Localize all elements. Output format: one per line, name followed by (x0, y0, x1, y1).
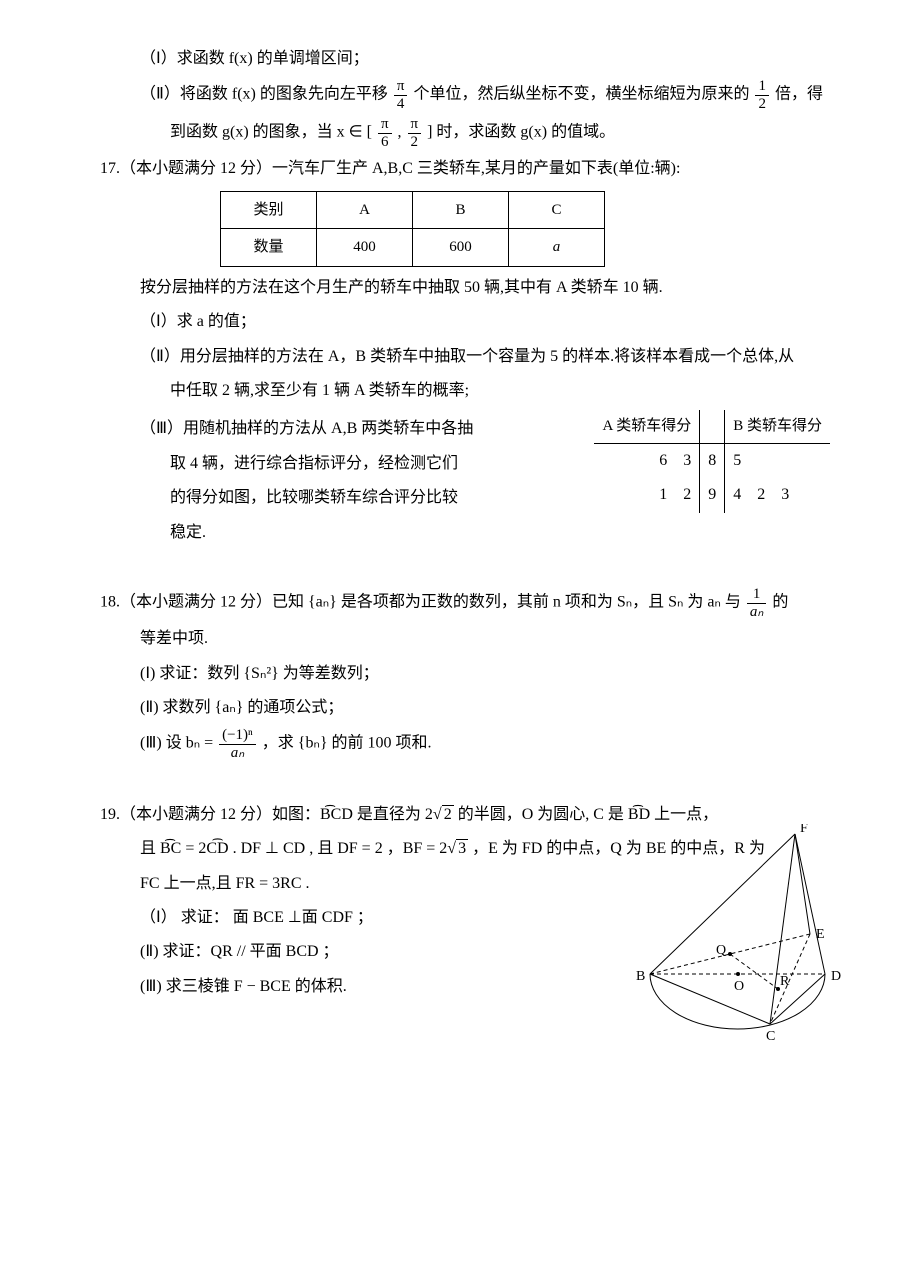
q16-part2-line1: （Ⅱ）将函数 f(x) 的图象先向左平移 π4 个单位，然后纵坐标不变，横坐标缩… (100, 78, 830, 112)
sqrt-2: √2 (433, 800, 454, 830)
q17-part2b: 中任取 2 辆,求至少有 1 辆 A 类轿车的概率; (100, 376, 830, 406)
sl-stem: 9 (700, 478, 725, 512)
sl-left: 6 3 (594, 443, 699, 478)
svg-text:Q: Q (716, 943, 726, 958)
frac-pi-2: π2 (408, 116, 422, 150)
q18-ha: 18.（本小题满分 12 分）已知 {aₙ} 是各项都为正数的数列，其前 n 项… (100, 594, 741, 611)
stem-leaf-plot: A 类轿车得分 B 类轿车得分 6 3 8 5 1 2 9 4 2 3 (594, 410, 830, 512)
stemleaf-hdr-right: B 类轿车得分 (725, 410, 830, 443)
table-row: 类别 A B C (221, 191, 605, 229)
q19-ha: 19.（本小题满分 12 分）如图：B͡CD 是直径为 2 (100, 806, 433, 823)
q18-part2: (Ⅱ) 求数列 {aₙ} 的通项公式； (100, 693, 830, 723)
svg-text:F: F (800, 824, 808, 836)
q16-p2-c: 倍，得 (775, 86, 823, 103)
comma: , (398, 124, 402, 141)
cell: 600 (413, 229, 509, 267)
table-row: 数量 400 600 a (221, 229, 605, 267)
q17-part3c: 的得分如图，比较哪类轿车综合评分比较 (100, 483, 574, 513)
cell: A (317, 191, 413, 229)
cell-a: a (509, 229, 605, 267)
stemleaf-hdr-left: A 类轿车得分 (594, 410, 699, 443)
frac-pi-6: π6 (378, 116, 392, 150)
frac-1-2: 12 (755, 78, 769, 112)
sl-right: 4 2 3 (725, 478, 830, 512)
frac-pi-4: π4 (394, 78, 408, 112)
q18-header: 18.（本小题满分 12 分）已知 {aₙ} 是各项都为正数的数列，其前 n 项… (100, 586, 830, 620)
q18-p3b: ，求 {bₙ} 的前 100 项和. (262, 735, 432, 752)
svg-text:B: B (636, 969, 645, 984)
q17-part3a: （Ⅲ）用随机抽样的方法从 A,B 两类轿车中各抽 (100, 414, 574, 444)
q17-table: 类别 A B C 数量 400 600 a (220, 191, 605, 267)
cell: C (509, 191, 605, 229)
q19-body: 且 B͡C = 2C͡D . DF ⊥ CD , 且 DF = 2 ，BF = … (100, 834, 830, 1002)
q18-hb: 的 (772, 594, 788, 611)
q16-p2-e: ] 时，求函数 g(x) 的值域。 (427, 124, 615, 141)
svg-text:C: C (766, 1029, 775, 1044)
cell: 400 (317, 229, 413, 267)
q17-part3d: 稳定. (100, 518, 574, 548)
q17-header: 17.（本小题满分 12 分）一汽车厂生产 A,B,C 三类轿车,某月的产量如下… (100, 154, 830, 184)
svg-text:D: D (831, 969, 841, 984)
sqrt-3: √3 (447, 834, 468, 864)
sl-stem: 8 (700, 443, 725, 478)
geometry-figure: F E D C B O Q R (630, 824, 870, 1054)
cell: 类别 (221, 191, 317, 229)
svg-text:O: O (734, 979, 744, 994)
svg-text:E: E (816, 927, 825, 942)
q16-part2-line2: 到函数 g(x) 的图象，当 x ∈ [ π6 , π2 ] 时，求函数 g(x… (100, 116, 830, 150)
cell: B (413, 191, 509, 229)
frac-bn: (−1)ⁿaₙ (219, 727, 256, 761)
sl-right: 5 (725, 443, 830, 478)
q16-p2-d: 到函数 g(x) 的图象，当 x ∈ [ (170, 124, 372, 141)
q16-p2-a: （Ⅱ）将函数 f(x) 的图象先向左平移 (140, 86, 388, 103)
svg-text:R: R (780, 974, 790, 989)
q17-sampling: 按分层抽样的方法在这个月生产的轿车中抽取 50 辆,其中有 A 类轿车 10 辆… (100, 273, 830, 303)
q18-header-c: 等差中项. (100, 624, 830, 654)
q18-p3a: (Ⅲ) 设 bₙ = (140, 735, 213, 752)
cell: 数量 (221, 229, 317, 267)
q18-part1: (Ⅰ) 求证：数列 {Sₙ²} 为等差数列； (100, 659, 830, 689)
q17-part2: （Ⅱ）用分层抽样的方法在 A，B 类轿车中抽取一个容量为 5 的样本.将该样本看… (100, 342, 830, 372)
sl-left: 1 2 (594, 478, 699, 512)
q19-hb: 的半圆，O 为圆心, C 是 B͡D 上一点， (454, 806, 718, 823)
q17-part3b: 取 4 辆，进行综合指标评分，经检测它们 (100, 449, 574, 479)
q16-part1: （Ⅰ）求函数 f(x) 的单调增区间； (100, 44, 830, 74)
q17-part1: （Ⅰ）求 a 的值； (100, 307, 830, 337)
q17-part3-wrap: （Ⅲ）用随机抽样的方法从 A,B 两类轿车中各抽 取 4 辆，进行综合指标评分，… (100, 410, 830, 552)
frac-1-an: 1aₙ (747, 586, 766, 620)
q18-part3: (Ⅲ) 设 bₙ = (−1)ⁿaₙ ，求 {bₙ} 的前 100 项和. (100, 727, 830, 761)
q19-l2a: 且 B͡C = 2C͡D . DF ⊥ CD , 且 DF = 2 ，BF = … (140, 840, 447, 857)
q16-p2-b: 个单位，然后纵坐标不变，横坐标缩短为原来的 (413, 86, 749, 103)
